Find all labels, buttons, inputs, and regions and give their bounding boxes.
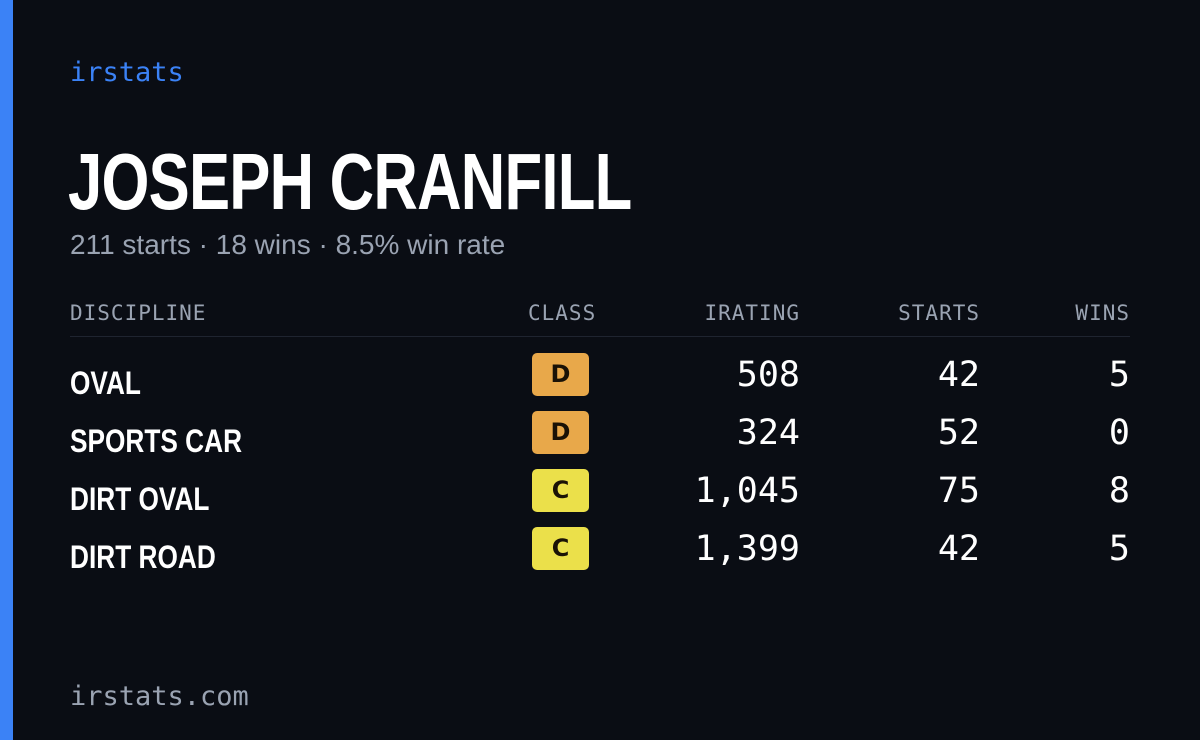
discipline-name: SPORTS CAR <box>70 423 243 459</box>
brand-label: irstats <box>70 57 184 88</box>
irating-value: 1,399 <box>694 529 800 569</box>
table-row: DIRT ROAD C 1,399 42 5 <box>70 527 1130 585</box>
irating-value: 1,045 <box>694 471 800 511</box>
class-badge: D <box>532 411 589 454</box>
starts-value: 75 <box>937 471 980 511</box>
table-body: OVAL D 508 42 5 SPORTS CAR D 324 52 0 DI… <box>70 337 1130 585</box>
driver-summary: 211 starts · 18 wins · 8.5% win rate <box>70 229 506 260</box>
table-row: DIRT OVAL C 1,045 75 8 <box>70 469 1130 527</box>
header-discipline: DISCIPLINE <box>70 301 207 325</box>
class-badge: C <box>532 527 589 570</box>
class-badge: D <box>532 353 589 396</box>
accent-bar <box>0 0 13 740</box>
header-irating: IRATING <box>704 301 800 325</box>
discipline-name: DIRT OVAL <box>70 481 210 517</box>
table-row: OVAL D 508 42 5 <box>70 353 1130 411</box>
wins-value: 5 <box>1108 355 1130 395</box>
wins-value: 8 <box>1108 471 1130 511</box>
starts-value: 52 <box>937 413 980 453</box>
footer-url-link[interactable]: irstats.com <box>70 681 249 712</box>
class-badge: C <box>532 469 589 512</box>
header-wins: WINS <box>1075 301 1130 325</box>
wins-value: 5 <box>1108 529 1130 569</box>
wins-value: 0 <box>1108 413 1130 453</box>
starts-value: 42 <box>937 529 980 569</box>
discipline-name: OVAL <box>70 365 141 401</box>
discipline-name: DIRT ROAD <box>70 539 216 575</box>
header-starts: STARTS <box>898 301 980 325</box>
table-header: DISCIPLINE CLASS IRATING STARTS WINS <box>70 296 1130 337</box>
header-class: CLASS <box>528 301 597 325</box>
table-row: SPORTS CAR D 324 52 0 <box>70 411 1130 469</box>
irating-value: 508 <box>736 355 800 395</box>
driver-name: JOSEPH CRANFILL <box>68 137 632 226</box>
starts-value: 42 <box>937 355 980 395</box>
discipline-table: DISCIPLINE CLASS IRATING STARTS WINS OVA… <box>70 296 1130 585</box>
irating-value: 324 <box>736 413 800 453</box>
